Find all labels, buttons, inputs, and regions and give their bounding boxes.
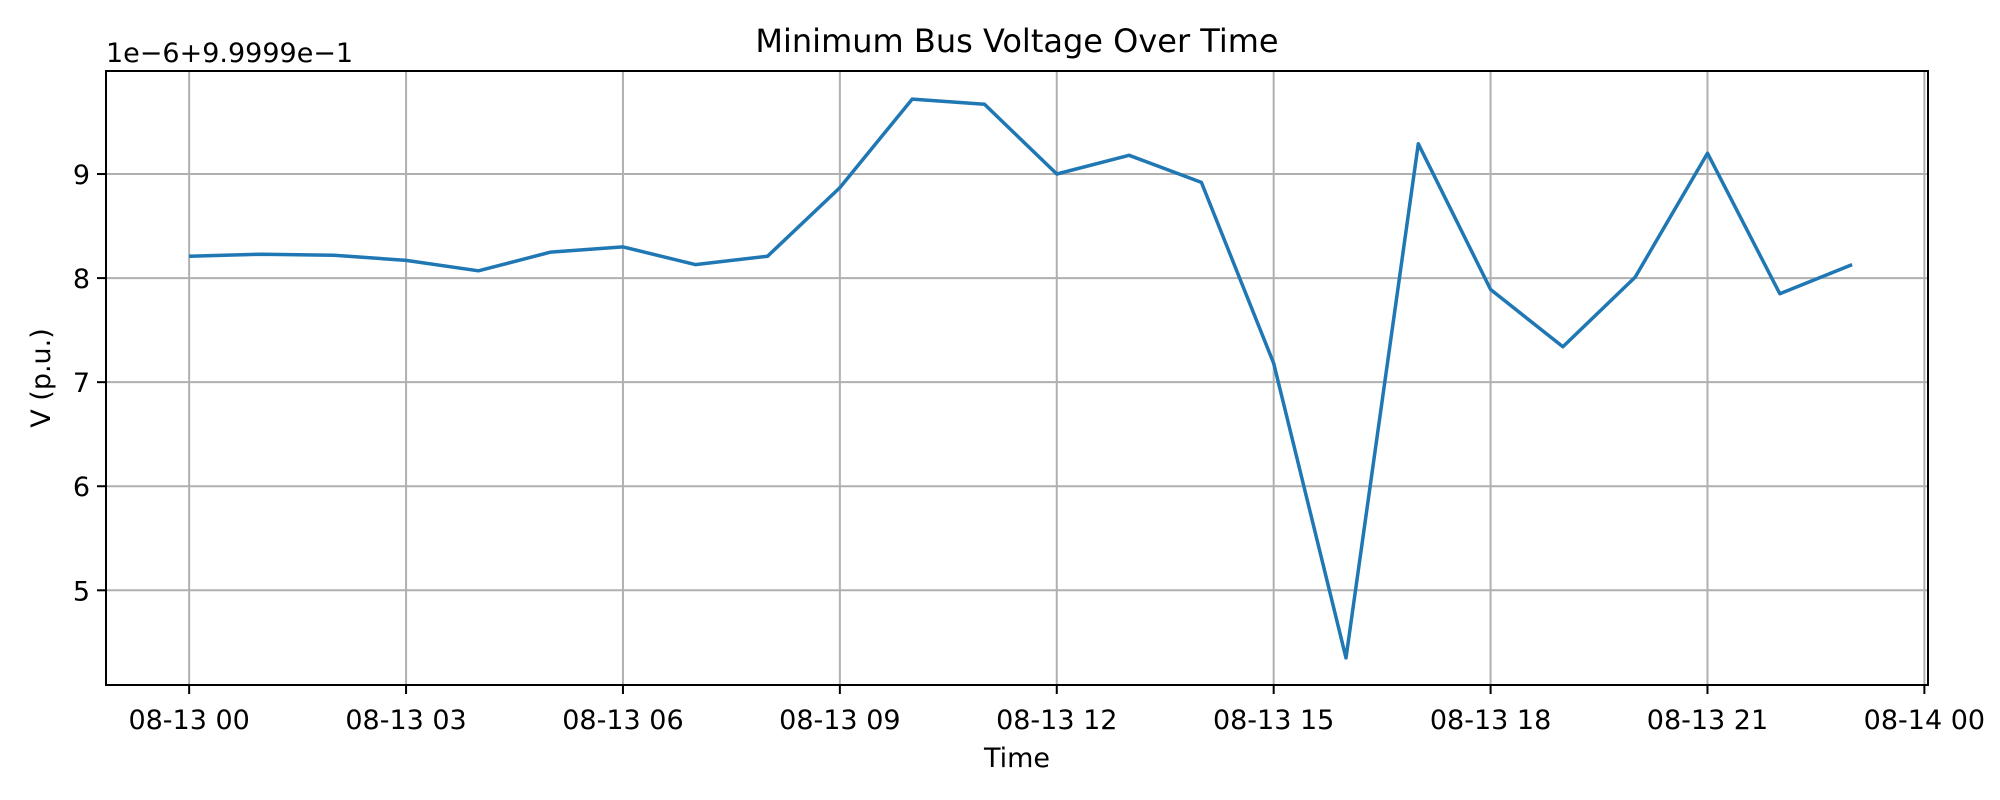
x-tick-label: 08-13 03: [345, 705, 466, 736]
y-tick-label: 5: [73, 576, 90, 607]
y-tick-label: 7: [73, 368, 90, 399]
x-tick-label: 08-13 12: [996, 705, 1117, 736]
plot-frame: [105, 70, 1929, 686]
voltage-series-line: [189, 97, 1853, 660]
y-axis-label: V (p.u.): [26, 328, 57, 428]
chart-title: Minimum Bus Voltage Over Time: [755, 22, 1278, 60]
x-tick-label: 08-13 09: [779, 705, 900, 736]
x-tick-label: 08-14 00: [1864, 705, 1985, 736]
x-tick-label: 08-13 21: [1647, 705, 1768, 736]
x-axis-label: Time: [983, 743, 1050, 774]
axis-ticks: 08-13 00 08-13 03 08-13 06 08-13 09 08-13 12…: [73, 160, 1985, 736]
x-tick-label: 08-13 18: [1430, 705, 1551, 736]
y-tick-label: 9: [73, 160, 90, 191]
y-tick-label: 8: [73, 264, 90, 295]
y-axis-offset-label: 1e−6+9.9999e−1: [106, 38, 353, 69]
grid-lines: [106, 71, 1928, 685]
y-tick-label: 6: [73, 472, 90, 503]
x-tick-label: 08-13 00: [128, 705, 249, 736]
series-layer: [189, 97, 1853, 660]
x-tick-label: 08-13 06: [562, 705, 683, 736]
x-tick-label: 08-13 15: [1213, 705, 1334, 736]
